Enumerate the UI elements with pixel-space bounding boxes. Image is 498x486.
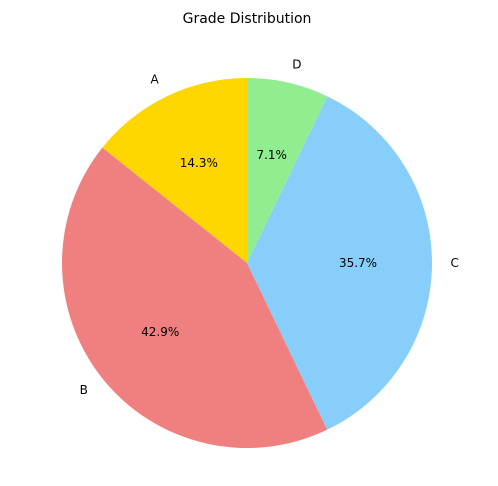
pie-slice-b (61, 147, 328, 449)
pct-label-b: 42.9% (141, 325, 179, 339)
pie-slice-d (247, 78, 328, 263)
pie-slice-a (102, 78, 247, 263)
pie-slice-c (247, 96, 433, 430)
pct-label-a: 14.3% (180, 156, 218, 170)
pct-label-d: 7.1% (256, 148, 287, 162)
slice-label-b: B (80, 383, 88, 397)
pie-labels: A 14.3% B 42.9% C 35.7% D 7.1% (80, 58, 459, 397)
pct-label-c: 35.7% (339, 256, 377, 270)
slice-label-c: C (451, 256, 459, 270)
chart-title: Grade Distribution (183, 11, 312, 27)
slice-label-d: D (292, 58, 301, 72)
pie-slices (61, 78, 433, 449)
slice-label-a: A (150, 73, 159, 87)
